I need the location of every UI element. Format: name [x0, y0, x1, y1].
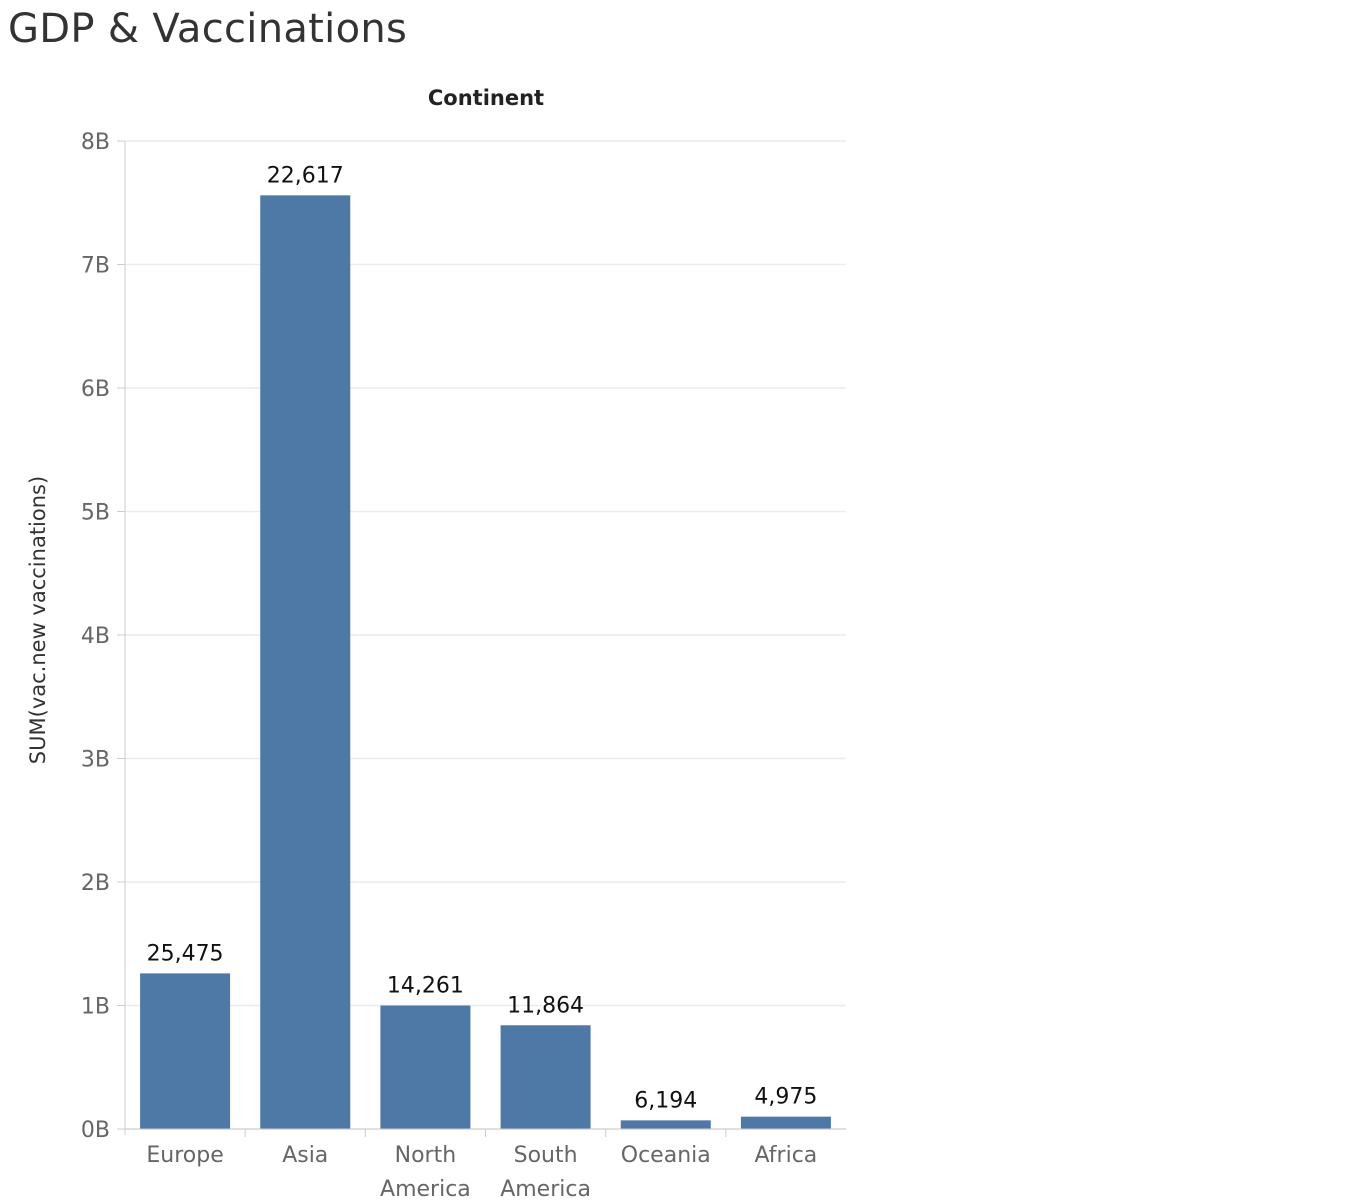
bar[interactable] — [140, 973, 231, 1129]
x-axis: Europe Asia North America South America Oceani… — [125, 1128, 846, 1202]
y-tick-label: 0B — [81, 1118, 110, 1143]
bars: 25,475 22,617 14,261 11,864 6,194 4,975 — [140, 163, 831, 1130]
bar[interactable] — [500, 1025, 591, 1129]
column-header: Continent — [428, 86, 544, 110]
x-category-label: Africa — [755, 1143, 818, 1168]
y-tick-label: 7B — [81, 254, 110, 279]
page-title: GDP & Vaccinations — [8, 6, 408, 52]
data-label: 25,475 — [147, 941, 224, 966]
bar[interactable] — [620, 1120, 711, 1129]
bar[interactable] — [380, 1005, 471, 1130]
y-tick-label: 3B — [81, 748, 110, 773]
data-label: 22,617 — [267, 163, 344, 188]
y-tick-label: 5B — [81, 501, 110, 526]
x-category-label: South — [514, 1143, 578, 1168]
y-tick-label: 6B — [81, 377, 110, 402]
x-category-label: Oceania — [621, 1143, 711, 1168]
gridlines — [125, 140, 846, 1130]
x-category-label: Europe — [146, 1143, 223, 1168]
x-category-label: America — [380, 1177, 471, 1202]
y-axis-title: SUM(vac.new vaccinations) — [26, 476, 50, 764]
y-tick-label: 2B — [81, 871, 110, 896]
y-tick-label: 8B — [81, 130, 110, 155]
y-axis: 0B 1B 2B 3B 4B 5B 6B 7B 8B — [81, 130, 126, 1143]
y-tick-label: 1B — [81, 995, 110, 1020]
bar[interactable] — [740, 1116, 831, 1129]
x-category-label: North — [395, 1143, 457, 1168]
bar[interactable] — [260, 195, 351, 1130]
data-label: 11,864 — [507, 993, 584, 1018]
data-label: 4,975 — [754, 1085, 817, 1110]
y-tick-label: 4B — [81, 624, 110, 649]
data-label: 14,261 — [387, 974, 464, 999]
x-category-label: Asia — [282, 1143, 328, 1168]
x-category-label: America — [500, 1177, 591, 1202]
data-label: 6,194 — [634, 1088, 697, 1113]
